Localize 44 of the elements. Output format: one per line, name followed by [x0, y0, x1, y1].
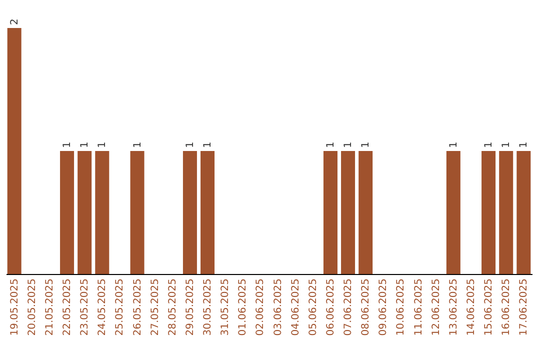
x-tick-label: 22.05.2025	[62, 278, 74, 336]
x-tick-label: 19.05.2025	[9, 278, 20, 336]
x-tick-label: 24.05.2025	[97, 278, 108, 336]
data-label: 1	[62, 142, 74, 148]
x-tick-label: 30.05.2025	[202, 278, 214, 336]
x-tick-label: 05.06.2025	[308, 278, 319, 336]
data-label: 1	[202, 142, 214, 148]
data-label: 1	[343, 142, 354, 148]
x-tick-label: 11.06.2025	[413, 278, 424, 336]
x-tick-label: 08.06.2025	[360, 278, 372, 336]
x-tick-label: 20.05.2025	[26, 278, 38, 336]
data-label: 1	[518, 142, 530, 148]
x-tick-label: 09.06.2025	[378, 278, 390, 336]
x-tick-label: 17.06.2025	[518, 278, 530, 336]
data-label: 1	[80, 142, 91, 148]
data-label: 1	[360, 142, 372, 148]
x-tick-label: 26.05.2025	[132, 278, 144, 336]
data-label: 1	[97, 142, 108, 148]
x-tick-label: 28.05.2025	[167, 278, 178, 336]
x-tick-label: 21.05.2025	[44, 278, 56, 336]
x-tick-label: 29.05.2025	[184, 278, 196, 336]
data-label: 1	[501, 142, 512, 148]
data-label: 1	[132, 142, 144, 148]
x-tick-label: 07.06.2025	[343, 278, 354, 336]
x-tick-label: 13.06.2025	[448, 278, 460, 336]
x-tick-label: 03.06.2025	[272, 278, 284, 336]
x-tick-label: 14.06.2025	[466, 278, 477, 336]
x-tick-label: 02.06.2025	[255, 278, 266, 336]
data-label: 1	[484, 142, 495, 148]
data-label: 1	[184, 142, 196, 148]
x-tick-label: 25.05.2025	[114, 278, 126, 336]
x-tick-label: 23.05.2025	[80, 278, 91, 336]
x-tick-label: 31.05.2025	[220, 278, 232, 336]
data-label: 2	[9, 18, 20, 25]
x-tick-label: 01.06.2025	[238, 278, 249, 336]
x-tick-label: 15.06.2025	[484, 278, 495, 336]
x-tick-label: 04.06.2025	[290, 278, 302, 336]
x-tick-label: 10.06.2025	[396, 278, 407, 336]
x-tick-label: 16.06.2025	[501, 278, 512, 336]
x-tick-label: 27.05.2025	[150, 278, 161, 336]
x-tick-label: 06.06.2025	[325, 278, 336, 336]
x-tick-label: 12.06.2025	[430, 278, 442, 336]
data-label: 1	[325, 142, 336, 148]
data-label: 1	[448, 142, 460, 148]
